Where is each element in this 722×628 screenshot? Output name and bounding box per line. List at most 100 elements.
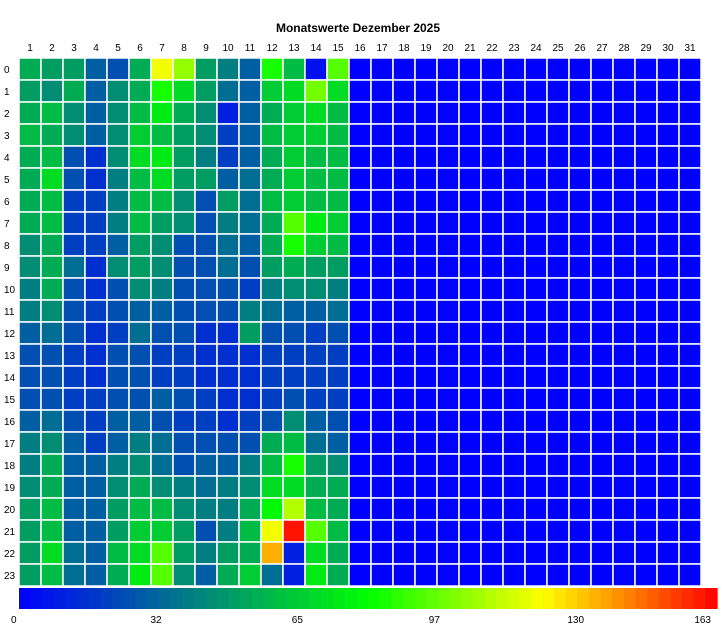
heatmap-cell — [502, 57, 526, 81]
heatmap-cell — [18, 343, 42, 367]
heatmap-cell — [612, 277, 636, 301]
colorbar-tick-label: 163 — [694, 615, 711, 626]
heatmap-cell — [40, 277, 64, 301]
heatmap-cell — [194, 79, 218, 103]
heatmap-cell — [612, 211, 636, 235]
heatmap-cell — [172, 57, 196, 81]
heatmap-cell — [678, 475, 702, 499]
heatmap-cell — [634, 145, 658, 169]
heatmap-cell — [436, 409, 460, 433]
heatmap-cell — [590, 145, 614, 169]
colorbar-segment — [333, 588, 346, 609]
heatmap-cell — [194, 409, 218, 433]
colorbar-segment — [19, 588, 32, 609]
heatmap-cell — [40, 255, 64, 279]
heatmap-cell — [524, 57, 548, 81]
x-tick-label: 4 — [93, 43, 99, 54]
heatmap-cell — [634, 79, 658, 103]
heatmap-cell — [150, 519, 174, 543]
heatmap-cell — [260, 189, 284, 213]
heatmap-cell — [392, 123, 416, 147]
heatmap-cell — [370, 123, 394, 147]
heatmap-cell — [612, 299, 636, 323]
heatmap-cell — [304, 541, 328, 565]
heatmap-cell — [634, 57, 658, 81]
heatmap-cell — [480, 277, 504, 301]
heatmap-cell — [216, 475, 240, 499]
heatmap-cell — [62, 541, 86, 565]
heatmap-cell — [106, 167, 130, 191]
x-tick-label: 2 — [49, 43, 55, 54]
heatmap-cell — [370, 453, 394, 477]
heatmap-cell — [370, 475, 394, 499]
heatmap-cell — [172, 541, 196, 565]
heatmap-cell — [260, 365, 284, 389]
heatmap-cell — [172, 365, 196, 389]
heatmap-cell — [304, 409, 328, 433]
heatmap-cell — [612, 321, 636, 345]
heatmap-cell — [84, 189, 108, 213]
heatmap-cell — [392, 167, 416, 191]
heatmap-cell — [480, 211, 504, 235]
colorbar-segment — [437, 588, 451, 609]
heatmap-cell — [524, 101, 548, 125]
heatmap-cell — [106, 365, 130, 389]
heatmap-cell — [590, 57, 614, 81]
heatmap-cell — [590, 563, 614, 587]
heatmap-cell — [480, 563, 504, 587]
heatmap-cell — [678, 233, 702, 257]
heatmap-cell — [260, 409, 284, 433]
heatmap-cell — [612, 431, 636, 455]
heatmap-cells — [18, 57, 702, 587]
heatmap-cell — [568, 365, 592, 389]
x-tick-label: 26 — [574, 43, 586, 54]
heatmap-cell — [370, 497, 394, 521]
heatmap-cell — [678, 409, 702, 433]
heatmap-cell — [414, 343, 438, 367]
heatmap-cell — [304, 233, 328, 257]
heatmap-cell — [40, 497, 64, 521]
heatmap-cell — [414, 189, 438, 213]
heatmap-cell — [172, 145, 196, 169]
heatmap-cell — [326, 79, 350, 103]
heatmap-cell — [568, 321, 592, 345]
heatmap-cell — [392, 431, 416, 455]
heatmap-cell — [568, 101, 592, 125]
colorbar-segment — [205, 588, 218, 609]
y-tick-label: 17 — [4, 439, 16, 450]
heatmap-cell — [84, 145, 108, 169]
heatmap-cell — [260, 233, 284, 257]
heatmap-cell — [260, 57, 284, 81]
heatmap-cell — [656, 365, 680, 389]
heatmap-cell — [150, 277, 174, 301]
heatmap-cell — [216, 343, 240, 367]
colorbar-segment — [181, 588, 195, 609]
heatmap-cell — [172, 321, 196, 345]
heatmap-cell — [436, 277, 460, 301]
heatmap-cell — [590, 277, 614, 301]
y-tick-label: 14 — [4, 373, 16, 384]
heatmap-cell — [612, 475, 636, 499]
heatmap-cell — [370, 189, 394, 213]
heatmap-cell — [634, 233, 658, 257]
heatmap-cell — [502, 321, 526, 345]
heatmap-cell — [216, 101, 240, 125]
heatmap-cell — [524, 277, 548, 301]
heatmap-cell — [568, 563, 592, 587]
heatmap-cell — [150, 321, 174, 345]
heatmap-cell — [304, 453, 328, 477]
heatmap-cell — [106, 145, 130, 169]
heatmap-cell — [282, 387, 306, 411]
heatmap-cell — [348, 211, 372, 235]
heatmap-cell — [216, 189, 240, 213]
heatmap-cell — [458, 365, 482, 389]
colorbar-segment — [426, 588, 439, 609]
heatmap-cell — [502, 541, 526, 565]
colorbar-segment — [670, 588, 683, 609]
heatmap-cell — [590, 79, 614, 103]
heatmap-cell — [84, 79, 108, 103]
heatmap-cell — [40, 211, 64, 235]
heatmap-cell — [678, 255, 702, 279]
heatmap-cell — [260, 563, 284, 587]
heatmap-cell — [392, 101, 416, 125]
